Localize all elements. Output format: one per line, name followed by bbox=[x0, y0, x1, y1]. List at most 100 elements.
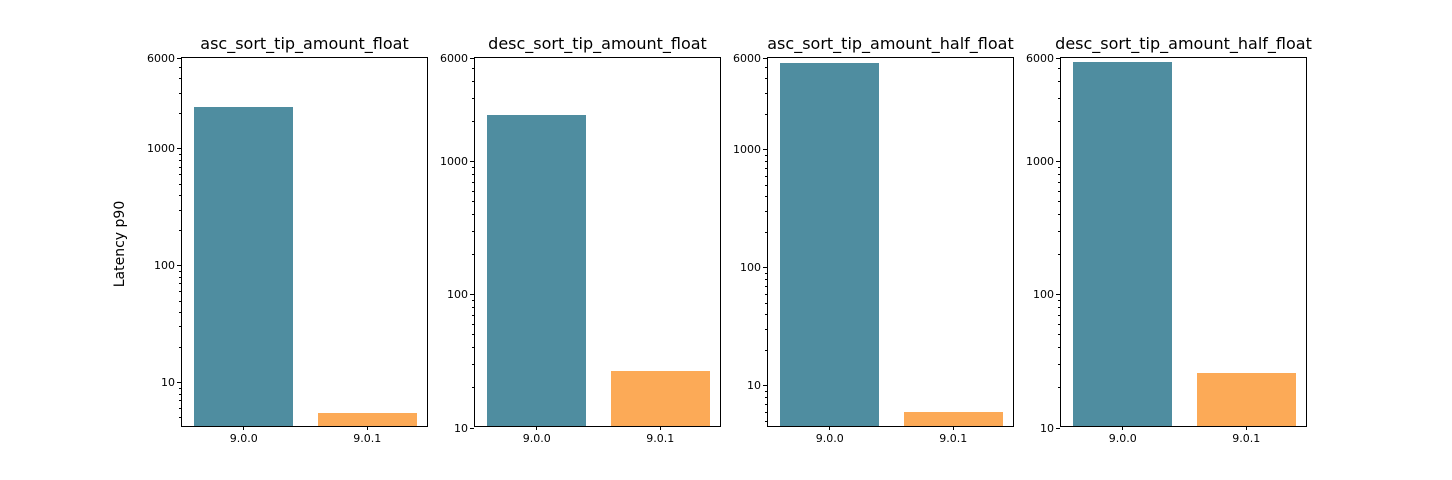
bar-9.0.1 bbox=[610, 370, 710, 426]
y-minor-tick-mark bbox=[472, 300, 474, 302]
y-minor-tick-mark bbox=[472, 323, 474, 325]
bar-9.0.0 bbox=[194, 106, 294, 426]
y-minor-tick-mark bbox=[1058, 363, 1060, 365]
x-axis-tick-label: 9.0.1 bbox=[939, 432, 968, 445]
y-minor-tick-mark bbox=[179, 92, 181, 94]
y-minor-tick-mark bbox=[179, 159, 181, 161]
y-minor-tick-mark bbox=[179, 291, 181, 293]
y-minor-tick-mark bbox=[179, 209, 181, 211]
y-minor-tick-mark bbox=[1058, 230, 1060, 232]
x-axis-tick-label: 9.0.0 bbox=[229, 432, 258, 445]
subplot-title: asc_sort_tip_amount_half_float bbox=[767, 34, 1014, 53]
y-minor-tick-mark bbox=[765, 175, 767, 177]
y-minor-tick-mark bbox=[765, 66, 767, 68]
y-minor-tick-mark bbox=[765, 113, 767, 115]
y-minor-tick-mark bbox=[179, 153, 181, 155]
y-axis-tick-label: 6000 bbox=[440, 51, 468, 65]
y-minor-tick-mark bbox=[472, 201, 474, 203]
y-minor-tick-mark bbox=[472, 230, 474, 232]
x-axis-tick-label: 9.0.1 bbox=[646, 432, 675, 445]
x-axis-tick-label: 9.0.1 bbox=[353, 432, 382, 445]
y-minor-tick-mark bbox=[179, 78, 181, 80]
y-minor-tick-mark bbox=[472, 363, 474, 365]
y-minor-tick-mark bbox=[179, 387, 181, 389]
y-minor-tick-mark bbox=[765, 420, 767, 422]
y-minor-tick-mark bbox=[179, 311, 181, 313]
x-tick-mark bbox=[243, 426, 245, 430]
y-minor-tick-mark bbox=[765, 184, 767, 186]
y-minor-tick-mark bbox=[1058, 334, 1060, 336]
y-tick-mark bbox=[1056, 57, 1060, 59]
x-tick-mark bbox=[829, 426, 831, 430]
y-minor-tick-mark bbox=[179, 408, 181, 410]
y-minor-tick-mark bbox=[765, 93, 767, 95]
y-minor-tick-mark bbox=[765, 196, 767, 198]
y-minor-tick-mark bbox=[179, 417, 181, 419]
y-minor-tick-mark bbox=[1058, 68, 1060, 70]
y-axis-tick-label: 100 bbox=[740, 261, 761, 275]
y-minor-tick-mark bbox=[765, 272, 767, 274]
y-axis-label: Latency p90 bbox=[112, 200, 128, 288]
y-minor-tick-mark bbox=[1058, 181, 1060, 183]
y-minor-tick-mark bbox=[765, 231, 767, 233]
y-minor-tick-mark bbox=[472, 307, 474, 309]
x-axis-tick-label: 9.0.0 bbox=[1108, 432, 1137, 445]
y-axis-tick-label: 10 bbox=[747, 379, 761, 393]
y-minor-tick-mark bbox=[1058, 323, 1060, 325]
y-minor-tick-mark bbox=[179, 270, 181, 272]
y-tick-mark bbox=[763, 385, 767, 387]
y-minor-tick-mark bbox=[179, 400, 181, 402]
y-minor-tick-mark bbox=[179, 66, 181, 68]
y-tick-mark bbox=[470, 294, 474, 296]
x-tick-mark bbox=[952, 426, 954, 430]
y-minor-tick-mark bbox=[472, 387, 474, 389]
y-minor-tick-mark bbox=[765, 278, 767, 280]
y-minor-tick-mark bbox=[1058, 214, 1060, 216]
x-axis-tick-label: 9.0.1 bbox=[1232, 432, 1261, 445]
y-minor-tick-mark bbox=[765, 390, 767, 392]
axes-asc_sort_tip_amount_float: asc_sort_tip_amount_float 10 100 1000 6000 9.… bbox=[147, 34, 428, 444]
y-minor-tick-mark bbox=[472, 334, 474, 336]
x-axis-tick-label: 9.0.0 bbox=[522, 432, 551, 445]
y-axis-tick-label: 1000 bbox=[147, 142, 175, 156]
y-minor-tick-mark bbox=[472, 254, 474, 256]
y-minor-tick-mark bbox=[472, 214, 474, 216]
y-minor-tick-mark bbox=[765, 411, 767, 413]
bar-9.0.1 bbox=[903, 412, 1003, 426]
y-minor-tick-mark bbox=[472, 174, 474, 176]
y-axis-tick-label: 100 bbox=[1033, 288, 1054, 302]
subplot-title: desc_sort_tip_amount_half_float bbox=[1055, 34, 1312, 53]
y-axis-tick-label: 1000 bbox=[733, 143, 761, 157]
y-minor-tick-mark bbox=[179, 113, 181, 115]
y-tick-mark bbox=[177, 57, 181, 59]
y-minor-tick-mark bbox=[179, 393, 181, 395]
bar-9.0.0 bbox=[487, 114, 587, 426]
y-minor-tick-mark bbox=[1058, 347, 1060, 349]
x-tick-mark bbox=[1245, 426, 1247, 430]
y-minor-tick-mark bbox=[472, 181, 474, 183]
y-minor-tick-mark bbox=[179, 230, 181, 232]
y-axis-tick-label: 100 bbox=[447, 288, 468, 302]
y-minor-tick-mark bbox=[472, 68, 474, 70]
y-tick-mark bbox=[177, 148, 181, 150]
subplot-title: desc_sort_tip_amount_float bbox=[488, 34, 707, 53]
y-minor-tick-mark bbox=[765, 302, 767, 304]
y-minor-tick-mark bbox=[1058, 314, 1060, 316]
y-minor-tick-mark bbox=[765, 78, 767, 80]
y-minor-tick-mark bbox=[1058, 254, 1060, 256]
y-tick-mark bbox=[763, 149, 767, 151]
axes-asc_sort_tip_amount_half_float: asc_sort_tip_amount_half_float 10 100 1000 6… bbox=[733, 34, 1014, 444]
bar-9.0.0 bbox=[1073, 61, 1173, 426]
y-minor-tick-mark bbox=[472, 347, 474, 349]
y-minor-tick-mark bbox=[179, 166, 181, 168]
y-minor-tick-mark bbox=[1058, 300, 1060, 302]
y-tick-mark bbox=[470, 57, 474, 59]
y-minor-tick-mark bbox=[1058, 190, 1060, 192]
y-minor-tick-mark bbox=[179, 183, 181, 185]
y-axis-tick-label: 6000 bbox=[147, 51, 175, 65]
y-minor-tick-mark bbox=[765, 293, 767, 295]
y-minor-tick-mark bbox=[472, 167, 474, 169]
y-minor-tick-mark bbox=[765, 396, 767, 398]
y-axis-tick-label: 100 bbox=[154, 259, 175, 273]
y-minor-tick-mark bbox=[1058, 121, 1060, 123]
